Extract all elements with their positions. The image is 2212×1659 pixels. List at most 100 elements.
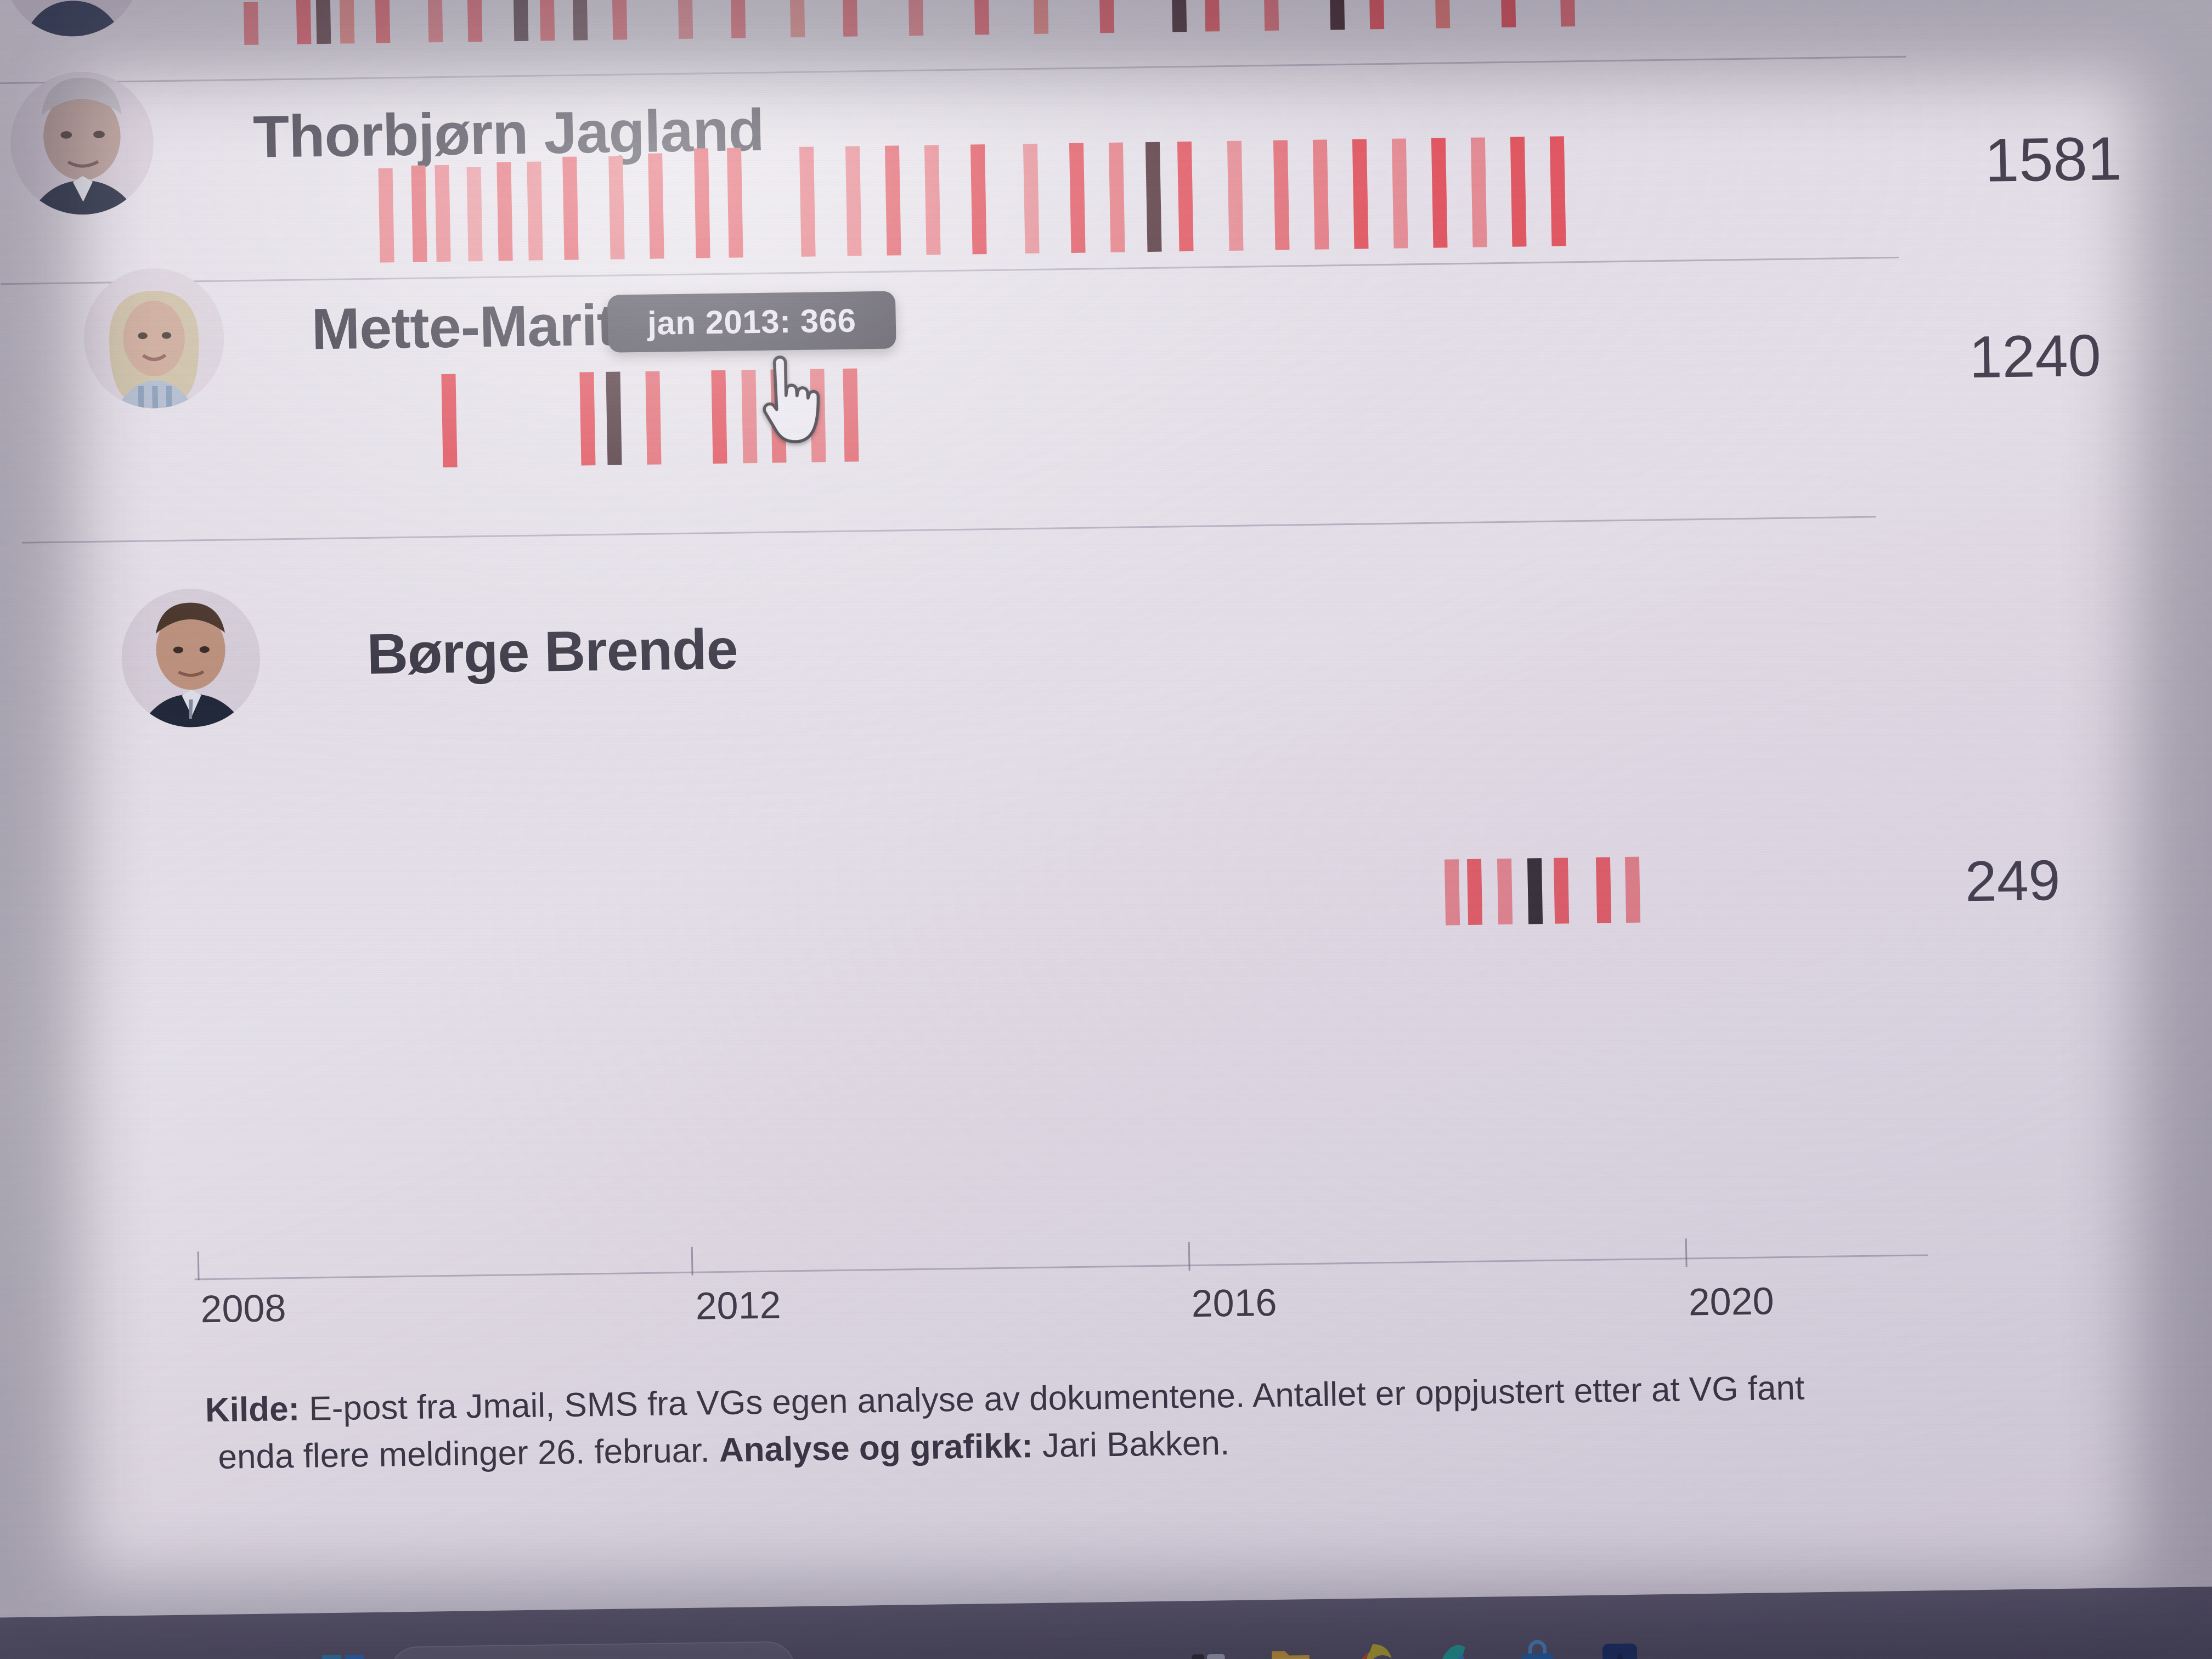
chart-bar[interactable] — [799, 146, 816, 257]
person-name: Børge Brende — [366, 617, 738, 686]
chart-bar[interactable] — [1470, 137, 1487, 247]
chart-bar[interactable] — [562, 156, 579, 260]
chart-bar[interactable] — [1559, 0, 1576, 27]
axis-tick-label-2008: 2008 — [200, 1286, 287, 1331]
axis-tick-label-2020: 2020 — [1688, 1279, 1775, 1324]
chart-bar[interactable] — [496, 162, 513, 261]
chart-bar[interactable] — [611, 0, 628, 40]
chart-bar[interactable] — [579, 372, 596, 466]
chart-bar[interactable] — [441, 374, 458, 468]
axis-tick — [197, 1251, 200, 1280]
source-note: Kilde: E-post fra Jmail, SMS fra VGs ege… — [205, 1361, 2099, 1481]
chart-bar[interactable] — [907, 0, 924, 36]
axis-tick — [1188, 1242, 1190, 1271]
chart-bar[interactable] — [842, 0, 858, 37]
chart-bar[interactable] — [466, 167, 483, 262]
chart-bar[interactable] — [1273, 140, 1290, 250]
chart-bar[interactable] — [973, 0, 990, 35]
chart-bar[interactable] — [1098, 0, 1115, 33]
store-icon[interactable] — [1513, 1634, 1563, 1659]
chart-bar[interactable] — [378, 168, 394, 263]
chart-bar[interactable] — [1171, 0, 1187, 32]
chart-bar[interactable] — [1312, 139, 1329, 250]
chart-bar[interactable] — [606, 371, 622, 465]
chart-bar[interactable] — [466, 0, 483, 42]
chart-bar[interactable] — [1431, 138, 1448, 248]
chart-bar[interactable] — [572, 0, 588, 41]
chart-bar[interactable] — [1263, 0, 1279, 31]
spotify-icon[interactable] — [1430, 1635, 1481, 1659]
chart-row-mette-marit: Mette-Marit jan 2013: 366 1240 — [0, 267, 2212, 608]
chart-bar[interactable] — [1549, 136, 1566, 246]
chart-bar[interactable] — [1227, 140, 1244, 251]
chart-bar[interactable] — [1554, 857, 1570, 924]
chart-bar[interactable] — [1595, 857, 1612, 923]
file-explorer-icon[interactable] — [1266, 1638, 1316, 1659]
chart-bar[interactable] — [295, 0, 312, 44]
chart-bar[interactable] — [435, 165, 451, 262]
chart-bar[interactable] — [1177, 141, 1194, 252]
chart-bar[interactable] — [1497, 858, 1513, 925]
source-kilde-label: Kilde: — [205, 1390, 300, 1430]
chart-bar[interactable] — [1032, 0, 1049, 34]
chart-bar[interactable] — [1444, 859, 1460, 926]
chart-bar[interactable] — [1391, 138, 1408, 249]
chart-bar[interactable] — [1466, 859, 1482, 925]
chart-bar[interactable] — [693, 148, 710, 258]
chart-bar[interactable] — [1500, 0, 1516, 27]
chart-bar[interactable] — [1368, 0, 1385, 30]
chart-bar[interactable] — [845, 146, 862, 256]
chart-bar[interactable] — [1352, 139, 1369, 249]
chart-bar[interactable] — [1329, 0, 1345, 30]
chart-bar[interactable] — [1510, 137, 1527, 247]
task-view-icon[interactable] — [1183, 1639, 1234, 1659]
chart-bar[interactable] — [648, 153, 664, 259]
chart-bar[interactable] — [512, 0, 529, 42]
chart-bar[interactable] — [924, 145, 941, 255]
chart-bar[interactable] — [243, 2, 259, 45]
chart-bar[interactable] — [338, 0, 355, 44]
chart-bar[interactable] — [1204, 0, 1220, 32]
windows-start-icon[interactable] — [322, 1655, 364, 1659]
chart-bar[interactable] — [608, 156, 625, 259]
app-icon[interactable] — [1595, 1633, 1645, 1659]
chart-bar[interactable] — [427, 0, 443, 43]
axis-tick-label-2016: 2016 — [1190, 1280, 1278, 1325]
bar-group-borge-brende — [55, 852, 1966, 945]
chart-bar[interactable] — [711, 370, 727, 464]
chart-bar[interactable] — [527, 161, 543, 261]
chart-bar[interactable] — [726, 148, 743, 258]
chart-bar[interactable] — [1146, 142, 1162, 252]
taskbar-search-box[interactable]: Søk — [388, 1641, 796, 1659]
chart-bar[interactable] — [677, 0, 693, 39]
chart-bar[interactable] — [843, 368, 859, 462]
chart-bar[interactable] — [645, 371, 662, 465]
chart-bar[interactable] — [1023, 143, 1040, 254]
chart-bar[interactable] — [315, 0, 331, 44]
chart-bar[interactable] — [789, 0, 805, 38]
chart-row-jagland: Thorbjørn Jagland 1581 — [0, 61, 2212, 323]
axis-tick — [1685, 1238, 1688, 1267]
chart-bar[interactable] — [884, 145, 901, 256]
source-line-2-text-a: enda flere meldinger 26. februar. — [217, 1431, 720, 1476]
axis-line — [194, 1254, 1928, 1280]
chart-bar[interactable] — [1624, 856, 1640, 923]
chart-bar[interactable] — [970, 144, 987, 255]
row-total: 1240 — [1968, 321, 2102, 391]
chart-bar[interactable] — [539, 0, 555, 41]
chart-bar[interactable] — [1108, 142, 1125, 252]
chart-bar[interactable] — [730, 0, 746, 38]
source-line-2-text-b: Jari Bakken. — [1032, 1424, 1230, 1465]
edge-browser-icon[interactable] — [1348, 1637, 1398, 1659]
row-divider — [21, 516, 1876, 544]
row-total: 1581 — [1984, 124, 2123, 195]
chart-row-borge-brende: Børge Brende 249 — [0, 577, 2212, 926]
chart-bar[interactable] — [1434, 0, 1451, 29]
chart-bar[interactable] — [374, 0, 391, 43]
chart-bar[interactable] — [1527, 858, 1543, 924]
chart-bar[interactable] — [1069, 143, 1086, 253]
chart-bar[interactable] — [411, 165, 427, 262]
